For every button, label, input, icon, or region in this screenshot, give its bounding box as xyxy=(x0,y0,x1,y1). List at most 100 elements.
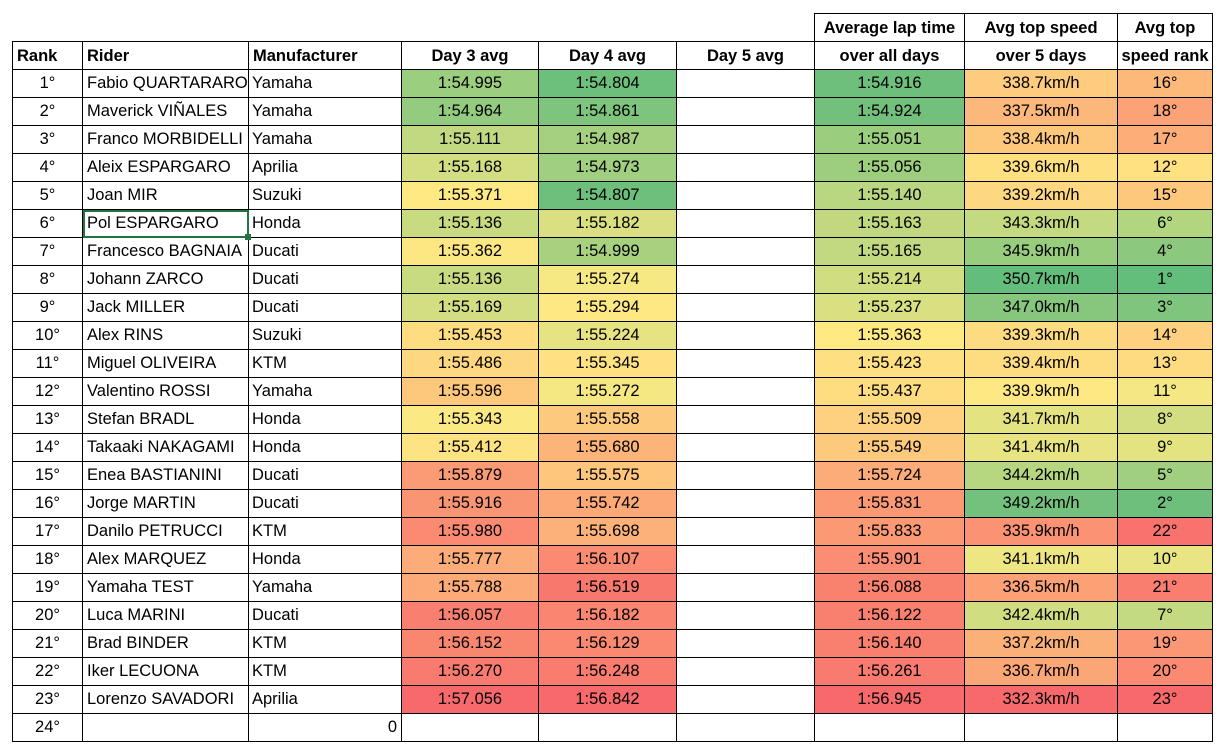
manufacturer-cell[interactable]: Suzuki xyxy=(248,321,402,350)
rider-cell[interactable]: Franco MORBIDELLI xyxy=(82,125,249,154)
top-speed-cell[interactable]: 349.2km/h xyxy=(964,489,1118,518)
day3-cell[interactable]: 1:56.152 xyxy=(401,629,539,658)
day5-cell[interactable] xyxy=(676,405,815,434)
day3-cell[interactable]: 1:55.916 xyxy=(401,489,539,518)
manufacturer-cell[interactable]: Ducati xyxy=(248,237,402,266)
rank-cell[interactable]: 16° xyxy=(12,489,83,518)
day3-cell[interactable]: 1:55.371 xyxy=(401,181,539,210)
avg-lap-cell[interactable]: 1:55.051 xyxy=(814,125,965,154)
rider-cell[interactable]: Alex RINS xyxy=(82,321,249,350)
rank-cell[interactable]: 23° xyxy=(12,685,83,714)
avg-lap-cell[interactable]: 1:56.140 xyxy=(814,629,965,658)
day5-cell[interactable] xyxy=(676,153,815,182)
manufacturer-cell[interactable]: Yamaha xyxy=(248,573,402,602)
top-speed-cell[interactable]: 338.7km/h xyxy=(964,69,1118,98)
rider-cell[interactable]: Stefan BRADL xyxy=(82,405,249,434)
speed-rank-cell[interactable]: 13° xyxy=(1117,349,1213,378)
manufacturer-cell[interactable]: KTM xyxy=(248,349,402,378)
rider-cell[interactable]: Yamaha TEST xyxy=(82,573,249,602)
day3-cell[interactable]: 1:55.111 xyxy=(401,125,539,154)
day5-cell[interactable] xyxy=(676,69,815,98)
day3-cell[interactable]: 1:54.995 xyxy=(401,69,539,98)
manufacturer-cell[interactable]: Honda xyxy=(248,405,402,434)
day3-cell[interactable]: 1:55.486 xyxy=(401,349,539,378)
rank-cell[interactable]: 8° xyxy=(12,265,83,294)
rank-cell[interactable]: 12° xyxy=(12,377,83,406)
day4-cell[interactable]: 1:56.182 xyxy=(538,601,677,630)
day4-cell[interactable]: 1:54.804 xyxy=(538,69,677,98)
manufacturer-cell[interactable]: Honda xyxy=(248,209,402,238)
header-top-speed-line1[interactable]: Avg top speed xyxy=(964,13,1118,42)
day5-cell[interactable] xyxy=(676,349,815,378)
day4-cell[interactable]: 1:55.182 xyxy=(538,209,677,238)
day4-cell[interactable]: 1:54.973 xyxy=(538,153,677,182)
avg-lap-cell[interactable]: 1:55.165 xyxy=(814,237,965,266)
speed-rank-cell[interactable]: 9° xyxy=(1117,433,1213,462)
day5-cell[interactable] xyxy=(676,237,815,266)
day4-cell[interactable]: 1:56.519 xyxy=(538,573,677,602)
top-speed-cell[interactable]: 339.3km/h xyxy=(964,321,1118,350)
rider-cell[interactable]: Valentino ROSSI xyxy=(82,377,249,406)
rider-cell[interactable]: Fabio QUARTARARO xyxy=(82,69,249,98)
top-speed-cell[interactable]: 339.4km/h xyxy=(964,349,1118,378)
top-speed-cell[interactable]: 338.4km/h xyxy=(964,125,1118,154)
day5-cell[interactable] xyxy=(676,657,815,686)
rank-cell[interactable]: 6° xyxy=(12,209,83,238)
day4-cell[interactable]: 1:54.987 xyxy=(538,125,677,154)
rider-cell[interactable]: Danilo PETRUCCI xyxy=(82,517,249,546)
rank-cell[interactable]: 3° xyxy=(12,125,83,154)
day5-cell[interactable] xyxy=(676,321,815,350)
speed-rank-cell[interactable]: 20° xyxy=(1117,657,1213,686)
manufacturer-cell[interactable]: Honda xyxy=(248,433,402,462)
rank-cell[interactable]: 21° xyxy=(12,629,83,658)
speed-rank-cell[interactable]: 10° xyxy=(1117,545,1213,574)
header-manufacturer[interactable]: Manufacturer xyxy=(248,41,402,70)
avg-lap-cell[interactable]: 1:56.261 xyxy=(814,657,965,686)
avg-lap-cell[interactable]: 1:55.901 xyxy=(814,545,965,574)
avg-lap-cell[interactable] xyxy=(814,713,965,742)
speed-rank-cell[interactable]: 21° xyxy=(1117,573,1213,602)
day5-cell[interactable] xyxy=(676,125,815,154)
avg-lap-cell[interactable]: 1:55.724 xyxy=(814,461,965,490)
day3-cell[interactable]: 1:55.980 xyxy=(401,517,539,546)
avg-lap-cell[interactable]: 1:56.088 xyxy=(814,573,965,602)
speed-rank-cell[interactable]: 19° xyxy=(1117,629,1213,658)
day5-cell[interactable] xyxy=(676,489,815,518)
speed-rank-cell[interactable]: 22° xyxy=(1117,517,1213,546)
day3-cell[interactable]: 1:55.169 xyxy=(401,293,539,322)
top-speed-cell[interactable]: 336.7km/h xyxy=(964,657,1118,686)
speed-rank-cell[interactable]: 3° xyxy=(1117,293,1213,322)
manufacturer-cell[interactable]: Yamaha xyxy=(248,69,402,98)
day4-cell[interactable]: 1:54.999 xyxy=(538,237,677,266)
rank-cell[interactable]: 2° xyxy=(12,97,83,126)
day4-cell[interactable]: 1:55.294 xyxy=(538,293,677,322)
day3-cell[interactable]: 1:55.879 xyxy=(401,461,539,490)
avg-lap-cell[interactable]: 1:55.363 xyxy=(814,321,965,350)
day4-cell[interactable]: 1:55.680 xyxy=(538,433,677,462)
speed-rank-cell[interactable]: 11° xyxy=(1117,377,1213,406)
avg-lap-cell[interactable]: 1:55.056 xyxy=(814,153,965,182)
avg-lap-cell[interactable]: 1:54.916 xyxy=(814,69,965,98)
fill-handle[interactable] xyxy=(244,233,251,240)
manufacturer-cell[interactable]: KTM xyxy=(248,657,402,686)
speed-rank-cell[interactable]: 1° xyxy=(1117,265,1213,294)
speed-rank-cell[interactable]: 17° xyxy=(1117,125,1213,154)
manufacturer-cell[interactable]: Aprilia xyxy=(248,685,402,714)
avg-lap-cell[interactable]: 1:55.214 xyxy=(814,265,965,294)
speed-rank-cell[interactable]: 15° xyxy=(1117,181,1213,210)
day3-cell[interactable]: 1:55.788 xyxy=(401,573,539,602)
speed-rank-cell[interactable]: 2° xyxy=(1117,489,1213,518)
rider-cell[interactable]: Francesco BAGNAIA xyxy=(82,237,249,266)
avg-lap-cell[interactable]: 1:54.924 xyxy=(814,97,965,126)
rank-cell[interactable]: 17° xyxy=(12,517,83,546)
top-speed-cell[interactable]: 345.9km/h xyxy=(964,237,1118,266)
rider-cell[interactable]: Miguel OLIVEIRA xyxy=(82,349,249,378)
rank-cell[interactable]: 10° xyxy=(12,321,83,350)
manufacturer-cell[interactable]: Ducati xyxy=(248,265,402,294)
avg-lap-cell[interactable]: 1:55.140 xyxy=(814,181,965,210)
avg-lap-cell[interactable]: 1:55.237 xyxy=(814,293,965,322)
day3-cell[interactable]: 1:55.453 xyxy=(401,321,539,350)
speed-rank-cell[interactable] xyxy=(1117,713,1213,742)
header-top-speed-line2[interactable]: over 5 days xyxy=(964,41,1118,70)
speed-rank-cell[interactable]: 6° xyxy=(1117,209,1213,238)
